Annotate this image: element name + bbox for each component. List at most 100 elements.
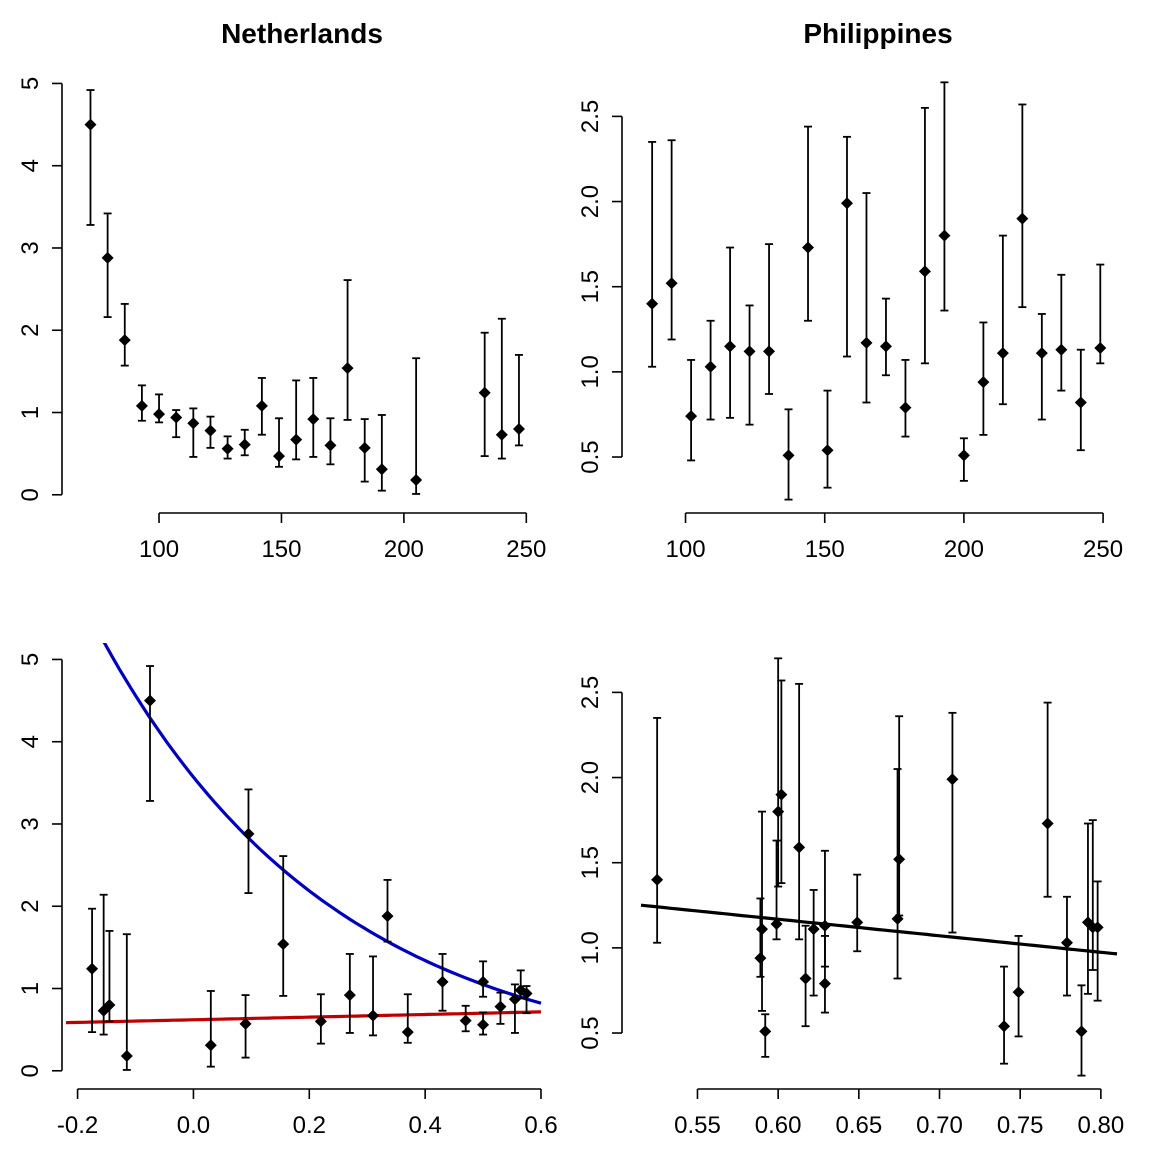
data-point	[996, 347, 1009, 360]
x-tick-label: 200	[384, 536, 424, 563]
error-bar	[292, 379, 301, 461]
data-point	[1055, 343, 1068, 356]
philippines-top-panel: 100 150 200 250 0.5 1.0 1.5 2.0 2.5	[577, 81, 1123, 563]
error-bar	[343, 279, 352, 421]
y-tick-label: 2.5	[577, 676, 604, 709]
error-bar	[795, 682, 804, 941]
data-point	[307, 413, 320, 426]
netherlands-bottom-panel: -0.2 0.0 0.2 0.4 0.6 0 1 2 3 4 5	[17, 643, 558, 1139]
error-bar	[189, 407, 198, 458]
data-point	[204, 1039, 217, 1052]
y-tick-label: 1.5	[577, 270, 604, 303]
data-point	[495, 428, 508, 441]
data-point	[860, 336, 873, 349]
data-point	[381, 910, 394, 923]
error-bar	[756, 897, 765, 978]
error-bar	[862, 192, 871, 404]
error-bar	[881, 297, 890, 377]
data-point	[242, 827, 255, 840]
data-point	[957, 449, 970, 462]
data-point	[818, 919, 831, 932]
data-point	[204, 424, 217, 437]
data-point	[367, 1009, 380, 1022]
x-tick-label: 0.55	[674, 1112, 721, 1139]
error-bar	[1057, 273, 1066, 392]
y-tick-label: 1	[17, 982, 44, 995]
data-point	[118, 334, 131, 347]
data-point	[120, 1049, 133, 1062]
data-point	[756, 923, 769, 936]
data-point	[410, 473, 423, 486]
y-tick-label: 2.0	[577, 761, 604, 794]
y-tick-label: 1.0	[577, 355, 604, 388]
error-bar	[774, 657, 783, 888]
x-tick-label: 0.80	[1078, 1112, 1125, 1139]
error-bar	[653, 717, 662, 944]
error-bar	[1037, 313, 1046, 421]
error-bar	[279, 855, 288, 997]
error-bar	[1083, 822, 1092, 995]
data-point	[1012, 986, 1025, 999]
error-bar	[804, 125, 813, 322]
error-bar	[667, 139, 676, 341]
x-tick-label: -0.2	[57, 1112, 98, 1139]
data-point	[802, 241, 815, 254]
data-point	[893, 853, 906, 866]
error-bar	[765, 243, 774, 395]
error-bar	[920, 106, 929, 365]
philippines-title: Philippines	[803, 18, 952, 49]
data-point	[314, 1015, 327, 1028]
data-point	[290, 433, 303, 446]
error-bar	[998, 234, 1007, 406]
data-point	[1060, 936, 1073, 949]
x-tick-label: 0.60	[755, 1112, 802, 1139]
y-tick-label: 3	[17, 241, 44, 254]
data-point	[512, 422, 525, 435]
data-point	[938, 229, 951, 242]
data-point	[459, 1014, 472, 1027]
philippines-bottom-panel: 0.55 0.60 0.65 0.70 0.75 0.80 0.5 1.0 1.5 2.0 2.5	[577, 657, 1125, 1139]
netherlands-top-panel: 100 150 200 250 0 1 2 3 4 5	[17, 77, 546, 563]
error-bar	[745, 304, 754, 426]
error-bar	[809, 889, 818, 997]
data-point	[101, 251, 114, 264]
data-point	[770, 918, 783, 931]
data-point	[477, 975, 490, 988]
data-point	[821, 444, 834, 457]
error-bar	[1093, 880, 1102, 1002]
error-bar	[244, 788, 253, 894]
data-point	[946, 773, 959, 786]
error-bar	[145, 665, 154, 802]
x-tick-label: 0.70	[916, 1112, 963, 1139]
error-bar	[948, 711, 957, 934]
data-point	[135, 399, 148, 412]
data-point	[763, 345, 776, 358]
data-point	[977, 376, 990, 389]
data-point	[807, 923, 820, 936]
data-point	[343, 989, 356, 1002]
error-bar	[1088, 819, 1097, 971]
data-point	[153, 408, 166, 421]
x-tick-label: 150	[805, 536, 845, 563]
data-point	[277, 938, 290, 951]
error-bar	[758, 810, 767, 1012]
error-bar	[412, 357, 421, 495]
y-tick-label: 5	[17, 77, 44, 90]
data-point	[508, 993, 521, 1006]
error-bar	[726, 246, 735, 419]
error-bar	[777, 679, 786, 885]
error-bar	[940, 81, 949, 312]
error-bar	[842, 135, 851, 358]
error-bar	[369, 955, 378, 1037]
data-point	[477, 1018, 490, 1031]
y-tick-label: 0	[17, 1064, 44, 1077]
error-bar	[122, 933, 131, 1071]
data-point	[1041, 817, 1054, 830]
error-bar	[893, 768, 902, 980]
data-point	[1075, 1025, 1088, 1038]
y-tick-label: 2	[17, 324, 44, 337]
error-bar	[1018, 103, 1027, 309]
data-point	[103, 998, 116, 1011]
